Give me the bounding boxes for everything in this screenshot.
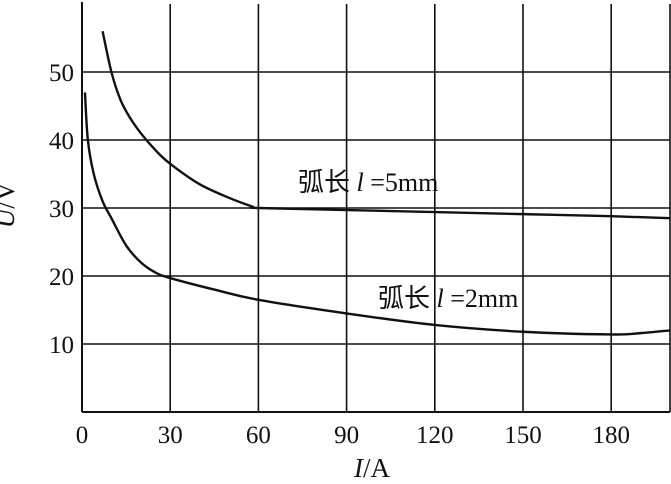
y-tick-label: 20: [49, 264, 74, 291]
series-line-5mm: [101, 30, 671, 220]
x-tick-label: 180: [592, 422, 630, 449]
tick-labels: 0 30 60 90 120 150 180 10 20 30 40 50: [49, 60, 630, 449]
x-axis-label: I/A: [353, 453, 391, 483]
y-axis-label: U/V: [0, 181, 20, 228]
x-tick-label: 120: [416, 422, 454, 449]
x-tick-label: 60: [246, 422, 271, 449]
axes: [81, 2, 670, 413]
y-tick-label: 40: [49, 128, 74, 155]
grid: [82, 4, 671, 412]
series-line-2mm: [83, 92, 671, 336]
y-tick-label: 50: [49, 60, 74, 87]
x-tick-label: 0: [76, 422, 89, 449]
y-tick-label: 10: [49, 332, 74, 359]
x-tick-label: 90: [334, 422, 359, 449]
y-tick-label: 30: [49, 196, 74, 223]
x-tick-label: 150: [504, 422, 542, 449]
series-label-2mm: 弧长 l =2mm: [378, 284, 518, 313]
series-label-5mm: 弧长 l =5mm: [298, 168, 438, 197]
x-tick-label: 30: [158, 422, 183, 449]
series-lines: [83, 30, 671, 336]
